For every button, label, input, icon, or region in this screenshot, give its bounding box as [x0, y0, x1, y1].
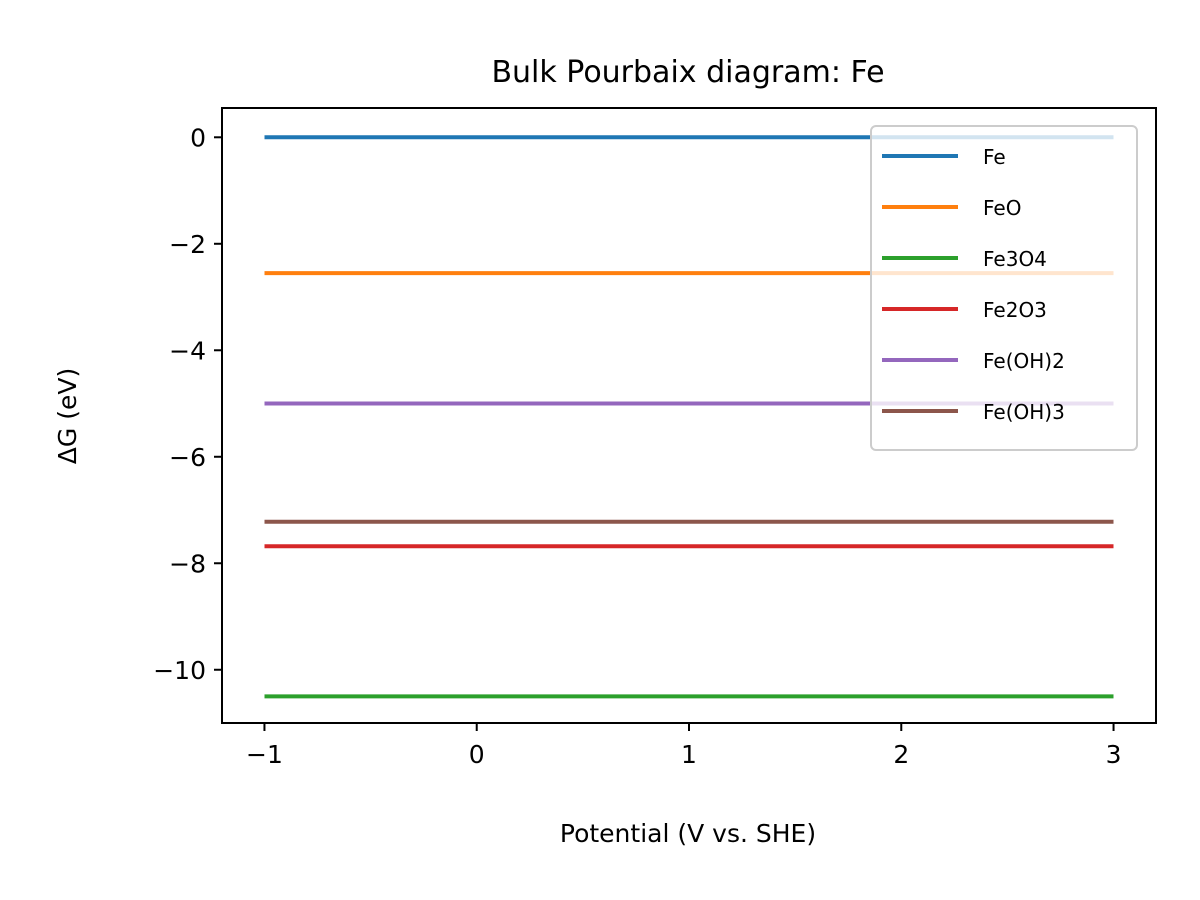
legend-label-1: FeO — [983, 196, 1021, 220]
legend: Fe FeO Fe3O4 Fe2O3 Fe(OH)2 Fe(OH)3 — [870, 125, 1138, 451]
x-tick-label: −1 — [246, 740, 283, 769]
y-tick-label: −2 — [169, 230, 206, 259]
x-ticks: −1 0 1 2 3 — [246, 723, 1121, 769]
legend-label-0: Fe — [983, 145, 1006, 169]
y-axis-label: ΔG (eV) — [53, 368, 82, 464]
legend-label-2: Fe3O4 — [983, 247, 1047, 271]
legend-label-4: Fe(OH)2 — [983, 349, 1065, 373]
legend-label-5: Fe(OH)3 — [983, 400, 1065, 424]
x-tick-label: 0 — [469, 740, 485, 769]
y-tick-label: −8 — [169, 549, 206, 578]
y-tick-label: −6 — [169, 443, 206, 472]
x-tick-label: 3 — [1106, 740, 1122, 769]
y-tick-label: −10 — [153, 656, 206, 685]
y-tick-label: 0 — [190, 123, 206, 152]
x-axis-label: Potential (V vs. SHE) — [560, 819, 816, 848]
x-tick-label: 2 — [893, 740, 909, 769]
y-ticks: 0 −2 −4 −6 −8 −10 — [153, 123, 222, 685]
x-tick-label: 1 — [681, 740, 697, 769]
chart-title: Bulk Pourbaix diagram: Fe — [491, 55, 884, 90]
y-tick-label: −4 — [169, 336, 206, 365]
legend-label-3: Fe2O3 — [983, 298, 1047, 322]
